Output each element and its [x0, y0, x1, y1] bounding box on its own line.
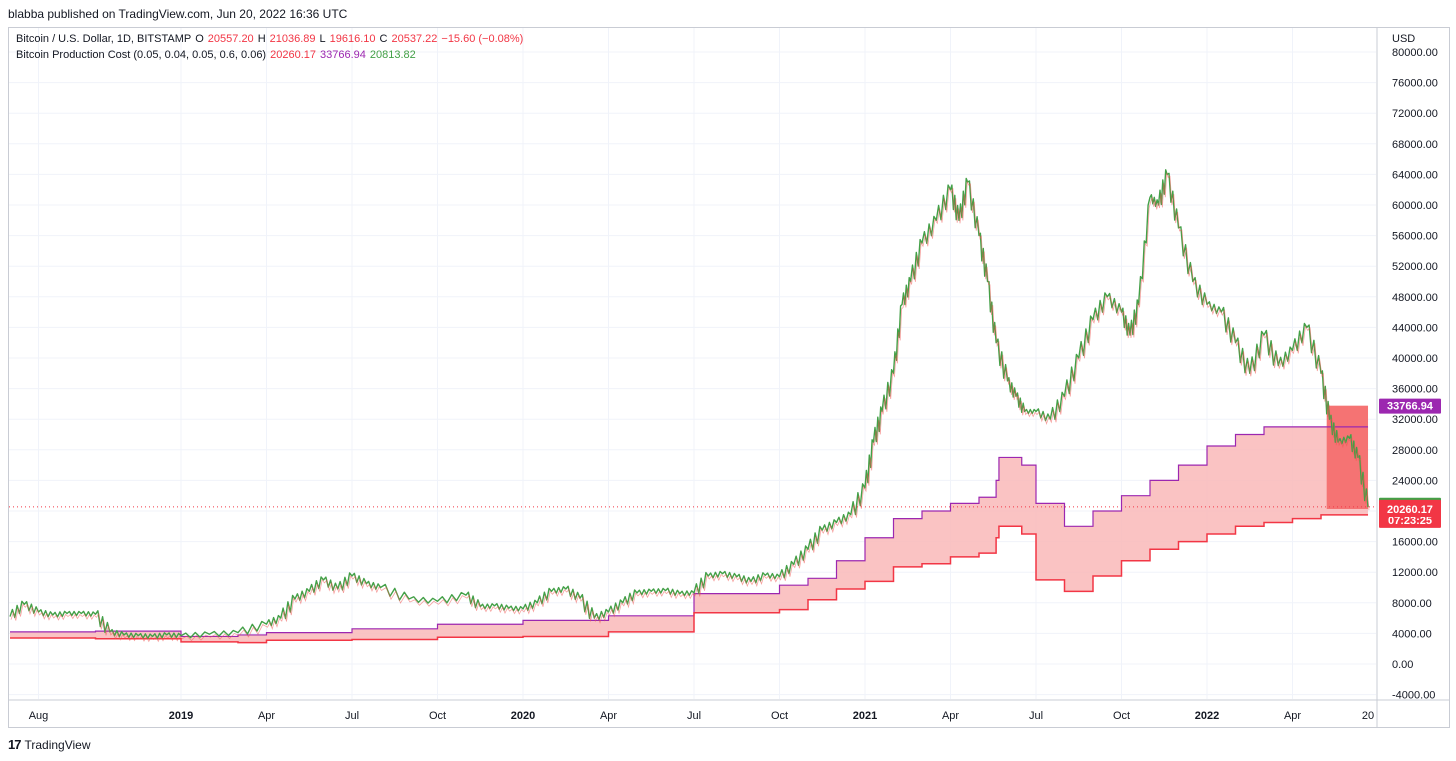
- x-tick-label: Oct: [429, 710, 446, 722]
- brand-name: TradingView: [24, 737, 91, 752]
- symbol-title: Bitcoin / U.S. Dollar, 1D, BITSTAMP: [16, 33, 192, 45]
- change-value: −15.60 (−0.08%): [441, 33, 524, 45]
- cost-upper-value: 33766.94: [1387, 401, 1434, 413]
- y-tick-label: 60000.00: [1392, 200, 1438, 212]
- indicator-name: Bitcoin Production Cost (0.05, 0.04, 0.0…: [16, 49, 267, 61]
- candle-shadow-line: [10, 172, 1370, 643]
- x-tick-label: 2022: [1195, 710, 1219, 722]
- y-tick-label: 16000.00: [1392, 537, 1438, 549]
- x-tick-label: 2019: [169, 710, 193, 722]
- x-tick-label: Apr: [258, 710, 275, 722]
- chart-frame[interactable]: [8, 27, 1450, 728]
- tradingview-logo-icon: 17: [8, 737, 22, 752]
- x-tick-label: Apr: [600, 710, 617, 722]
- y-tick-label: 48000.00: [1392, 292, 1438, 304]
- cost-lower-badge: [1379, 502, 1441, 518]
- published-header: blabba published on TradingView.com, Jun…: [8, 7, 348, 21]
- y-tick-label: -4000.00: [1392, 690, 1435, 702]
- x-tick-label: Apr: [942, 710, 959, 722]
- x-tick-label: Oct: [771, 710, 788, 722]
- y-tick-label: 28000.00: [1392, 445, 1438, 457]
- indicator-legend[interactable]: Bitcoin Production Cost (0.05, 0.04, 0.0…: [16, 49, 420, 61]
- x-tick-label: Apr: [1284, 710, 1301, 722]
- countdown-value: 07:23:25: [1388, 515, 1432, 527]
- high-label: H: [257, 33, 266, 45]
- close-value: 20537.22: [391, 33, 438, 45]
- indicator-value-1: 20260.17: [270, 49, 316, 61]
- symbol-legend[interactable]: Bitcoin / U.S. Dollar, 1D, BITSTAMP O 2055…: [16, 33, 527, 45]
- low-value: 19616.10: [329, 33, 376, 45]
- indicator-value-2: 33766.94: [320, 49, 366, 61]
- tradingview-brand[interactable]: 17 TradingView: [8, 737, 91, 752]
- x-tick-label: 2021: [853, 710, 877, 722]
- y-tick-label: 68000.00: [1392, 139, 1438, 151]
- y-tick-label: 56000.00: [1392, 231, 1438, 243]
- y-tick-label: 76000.00: [1392, 78, 1438, 90]
- cost-upper-line: [10, 426, 1369, 638]
- y-tick-label: 80000.00: [1392, 47, 1438, 59]
- x-tick-label: 2020: [511, 710, 535, 722]
- x-tick-label: Aug: [29, 710, 49, 722]
- y-tick-label: 40000.00: [1392, 353, 1438, 365]
- currency-label: USD: [1392, 33, 1415, 45]
- y-tick-label: 44000.00: [1392, 322, 1438, 334]
- high-value: 21036.89: [269, 33, 316, 45]
- cost-upper-badge: [1379, 398, 1441, 414]
- open-label: O: [195, 33, 204, 45]
- x-tick-label: 20: [1362, 710, 1374, 722]
- y-tick-label: 64000.00: [1392, 169, 1438, 181]
- y-tick-label: 0.00: [1392, 659, 1413, 671]
- y-tick-label: 52000.00: [1392, 261, 1438, 273]
- y-tick-label: 12000.00: [1392, 567, 1438, 579]
- y-tick-label: 36000.00: [1392, 384, 1438, 396]
- price-line: [9, 169, 1369, 640]
- cost-lower-value: 20260.17: [1387, 504, 1433, 516]
- low-label: L: [319, 33, 326, 45]
- y-tick-label: 72000.00: [1392, 108, 1438, 120]
- open-value: 20557.20: [207, 33, 254, 45]
- y-tick-label: 8000.00: [1392, 598, 1432, 610]
- y-tick-label: 32000.00: [1392, 414, 1438, 426]
- production-cost-band: [10, 426, 1369, 643]
- x-tick-label: Jul: [687, 710, 701, 722]
- y-tick-label: 4000.00: [1392, 628, 1432, 640]
- x-tick-label: Jul: [345, 710, 359, 722]
- close-label: C: [379, 33, 388, 45]
- y-tick-label: 24000.00: [1392, 475, 1438, 487]
- x-tick-label: Jul: [1029, 710, 1043, 722]
- capitulation-zone: [1326, 405, 1369, 510]
- cost-lower-line: [10, 514, 1369, 644]
- indicator-value-3: 20813.82: [369, 49, 416, 61]
- x-tick-label: Oct: [1113, 710, 1130, 722]
